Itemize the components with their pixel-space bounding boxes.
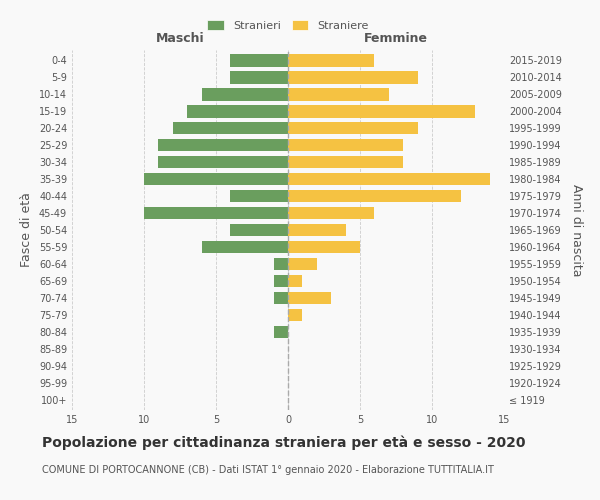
Bar: [288, 172, 490, 186]
Bar: [144, 172, 288, 186]
Bar: [274, 258, 288, 270]
Text: COMUNE DI PORTOCANNONE (CB) - Dati ISTAT 1° gennaio 2020 - Elaborazione TUTTITAL: COMUNE DI PORTOCANNONE (CB) - Dati ISTAT…: [42, 465, 494, 475]
Bar: [288, 206, 374, 220]
Bar: [288, 274, 302, 287]
Bar: [158, 156, 288, 168]
Bar: [288, 88, 389, 101]
Bar: [230, 190, 288, 202]
Bar: [173, 122, 288, 134]
Y-axis label: Anni di nascita: Anni di nascita: [570, 184, 583, 276]
Bar: [288, 138, 403, 151]
Y-axis label: Fasce di età: Fasce di età: [20, 192, 33, 268]
Bar: [274, 326, 288, 338]
Bar: [288, 224, 346, 236]
Bar: [288, 240, 360, 254]
Legend: Stranieri, Straniere: Stranieri, Straniere: [203, 16, 373, 36]
Bar: [288, 71, 418, 84]
Bar: [288, 292, 331, 304]
Bar: [288, 105, 475, 118]
Bar: [202, 240, 288, 254]
Bar: [187, 105, 288, 118]
Bar: [144, 206, 288, 220]
Bar: [274, 292, 288, 304]
Bar: [288, 156, 403, 168]
Bar: [288, 308, 302, 322]
Bar: [230, 71, 288, 84]
Bar: [274, 274, 288, 287]
Bar: [158, 138, 288, 151]
Bar: [288, 190, 461, 202]
Text: Femmine: Femmine: [364, 32, 428, 45]
Bar: [288, 54, 374, 66]
Bar: [288, 258, 317, 270]
Bar: [288, 122, 418, 134]
Bar: [230, 54, 288, 66]
Bar: [202, 88, 288, 101]
Bar: [230, 224, 288, 236]
Text: Maschi: Maschi: [155, 32, 205, 45]
Text: Popolazione per cittadinanza straniera per età e sesso - 2020: Popolazione per cittadinanza straniera p…: [42, 435, 526, 450]
